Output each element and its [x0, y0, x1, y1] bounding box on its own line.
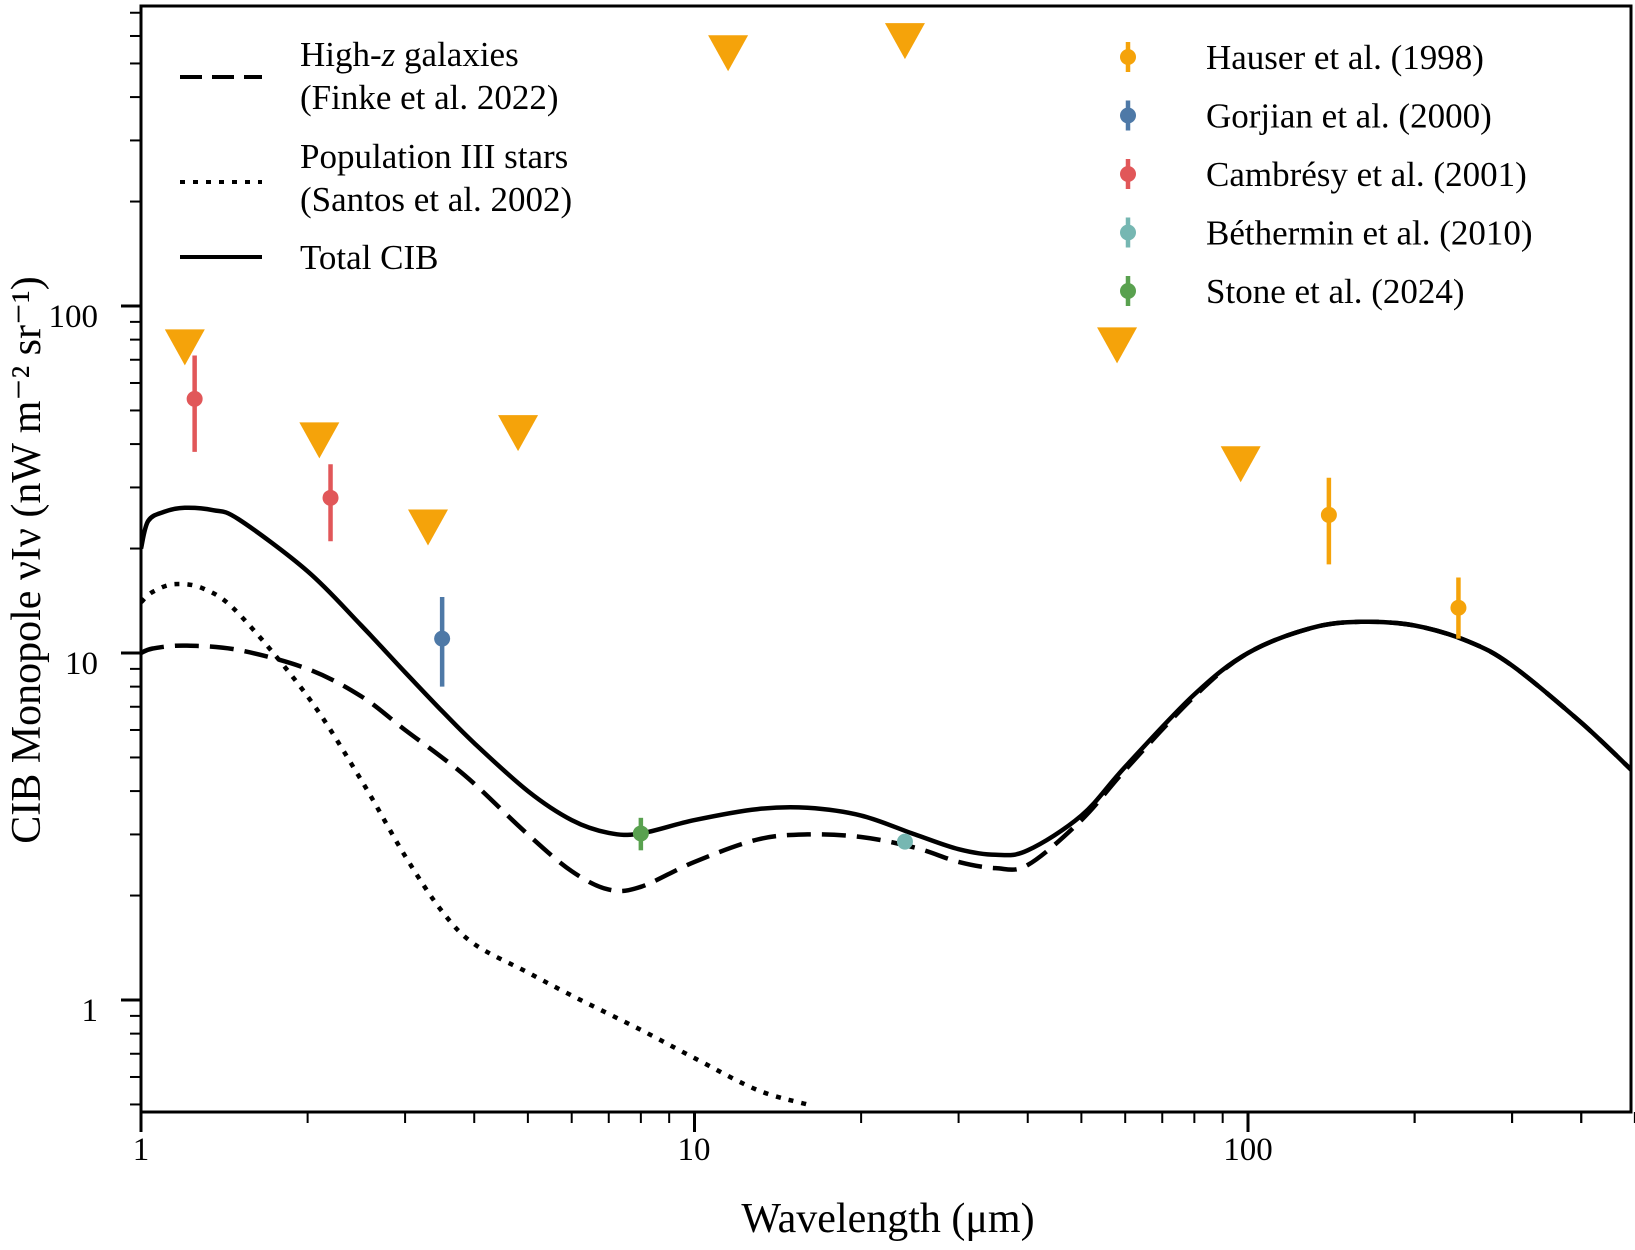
legend-label-measurement: Hauser et al. (1998): [1206, 38, 1484, 77]
y-tick-label-100: 100: [49, 299, 99, 335]
data-point: [896, 833, 913, 850]
data-point: [1320, 506, 1337, 523]
legend-label-high-z-line2: (Finke et al. 2022): [300, 78, 559, 117]
upper-limit-triangle: [1097, 327, 1138, 364]
data-point: [186, 390, 203, 407]
legend-label-pop3-line1: Population III stars: [300, 137, 568, 176]
upper-limit-triangle: [498, 415, 539, 452]
upper-limit-triangle: [884, 23, 925, 60]
x-axis-title: Wavelength (μm): [741, 1196, 1034, 1242]
population-iii-curve: [141, 581, 809, 1107]
legend-marker-swatch: [1120, 107, 1136, 124]
legend-label-measurement: Cambrésy et al. (2001): [1206, 155, 1527, 194]
y-axis-ticks: [121, 11, 141, 1106]
legend-label-high-z-line1: High-z galaxies: [300, 35, 519, 74]
y-tick-label-1: 1: [82, 993, 99, 1029]
upper-limit-triangle: [407, 509, 448, 546]
model-curves: [141, 505, 1631, 1107]
total-cib-curve: [141, 505, 1631, 858]
legend-label-measurement: Béthermin et al. (2010): [1206, 214, 1533, 253]
y-tick-labels: 1 10 100: [49, 299, 99, 1029]
measurement-points: [186, 355, 1467, 851]
y-tick-label-10: 10: [65, 646, 98, 682]
x-axis-ticks: [139, 1112, 1635, 1132]
x-tick-label-10: 10: [678, 1132, 711, 1168]
legend-label-measurement: Gorjian et al. (2000): [1206, 97, 1492, 136]
legend-marker-swatch: [1120, 166, 1136, 182]
legend-measurements: Hauser et al. (1998) Gorjian et al. (2000…: [1120, 38, 1533, 311]
x-tick-labels: 1 10 100: [133, 1132, 1273, 1168]
legend-marker-swatch: [1120, 283, 1136, 299]
upper-limit-markers: [164, 23, 1261, 546]
upper-limit-triangle: [164, 329, 205, 366]
plot-frame: [139, 4, 1633, 1114]
legend-label-total-cib: Total CIB: [300, 238, 439, 277]
data-point: [434, 630, 451, 647]
x-tick-label-1: 1: [133, 1132, 150, 1168]
legend-marker-swatch: [1120, 224, 1136, 241]
data-point: [322, 489, 339, 506]
x-tick-label-100: 100: [1223, 1132, 1273, 1168]
y-axis-title: CIB Monopole νIν (nW m⁻² sr⁻¹): [4, 276, 50, 844]
legend-label-pop3-line2: (Santos et al. 2002): [300, 180, 572, 219]
upper-limit-triangle: [708, 35, 749, 72]
data-point: [1450, 599, 1467, 616]
legend-label-measurement: Stone et al. (2024): [1206, 272, 1465, 311]
upper-limit-triangle: [299, 422, 340, 459]
upper-limit-triangle: [1220, 446, 1261, 483]
data-point: [632, 825, 649, 842]
high-z-galaxies-curve: [141, 619, 1631, 894]
legend-models: High-z galaxies (Finke et al. 2022) Popu…: [180, 35, 572, 277]
legend-marker-swatch: [1120, 49, 1136, 65]
